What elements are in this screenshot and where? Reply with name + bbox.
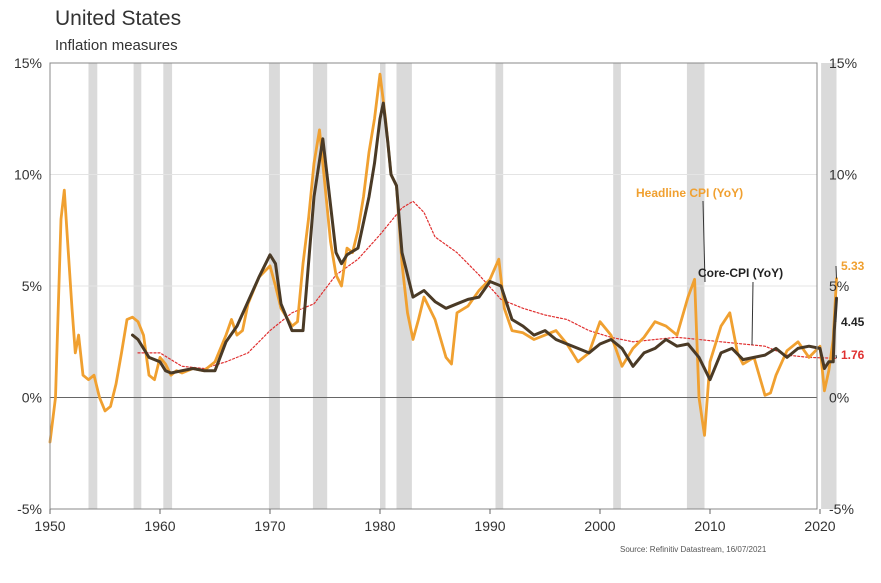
chart-subtitle: Inflation measures [55, 37, 178, 54]
annotations: Headline CPI (YoY) Core-CPI (YoY) 5.33 4.… [636, 186, 865, 362]
core-cpi-leader [751, 281, 754, 346]
x-tick-label: 1960 [144, 518, 175, 534]
red-dotted-line [137, 200, 838, 370]
headline-cpi-line [48, 72, 838, 444]
y-tick-label-left: 0% [22, 390, 42, 406]
source-note: Source: Refinitiv Datastream, 16/07/2021 [620, 545, 767, 554]
y-tick-label-right: 0% [829, 390, 849, 406]
axes: -5% -5% 0% 0% 5% 5% 10% 10% 15% 15% 1950 1960 1970 19… [14, 55, 857, 534]
headline-end-value: 5.33 [841, 259, 865, 273]
end-value-leader [835, 265, 837, 279]
x-tick-label: 1950 [34, 518, 65, 534]
x-tick-label: 1980 [364, 518, 395, 534]
red-end-value: 1.76 [841, 348, 865, 362]
series-lines [48, 72, 838, 444]
recession-band [821, 63, 837, 509]
end-value-leader [835, 354, 837, 359]
y-tick-label-right: 15% [829, 55, 857, 71]
x-tick-label: 2000 [584, 518, 615, 534]
x-tick-label: 2010 [694, 518, 725, 534]
y-tick-label-left: -5% [17, 501, 42, 517]
y-tick-label-left: 5% [22, 278, 42, 294]
core-cpi-line [131, 101, 838, 382]
plot-frame [49, 62, 818, 510]
y-tick-label-right: 5% [829, 278, 849, 294]
core-end-value: 4.45 [841, 315, 865, 329]
y-tick-label-left: 10% [14, 167, 42, 183]
core-cpi-label: Core-CPI (YoY) [698, 266, 783, 280]
y-tick-label-right: 10% [829, 167, 857, 183]
end-value-leader [835, 298, 837, 323]
x-tick-label: 1990 [474, 518, 505, 534]
x-tick-label: 2020 [804, 518, 835, 534]
chart-title: United States [55, 7, 182, 30]
x-tick-label: 1970 [254, 518, 285, 534]
headline-cpi-leader [702, 200, 706, 283]
headline-cpi-label: Headline CPI (YoY) [636, 186, 743, 200]
y-tick-label-right: -5% [829, 501, 854, 517]
y-tick-label-left: 15% [14, 55, 42, 71]
